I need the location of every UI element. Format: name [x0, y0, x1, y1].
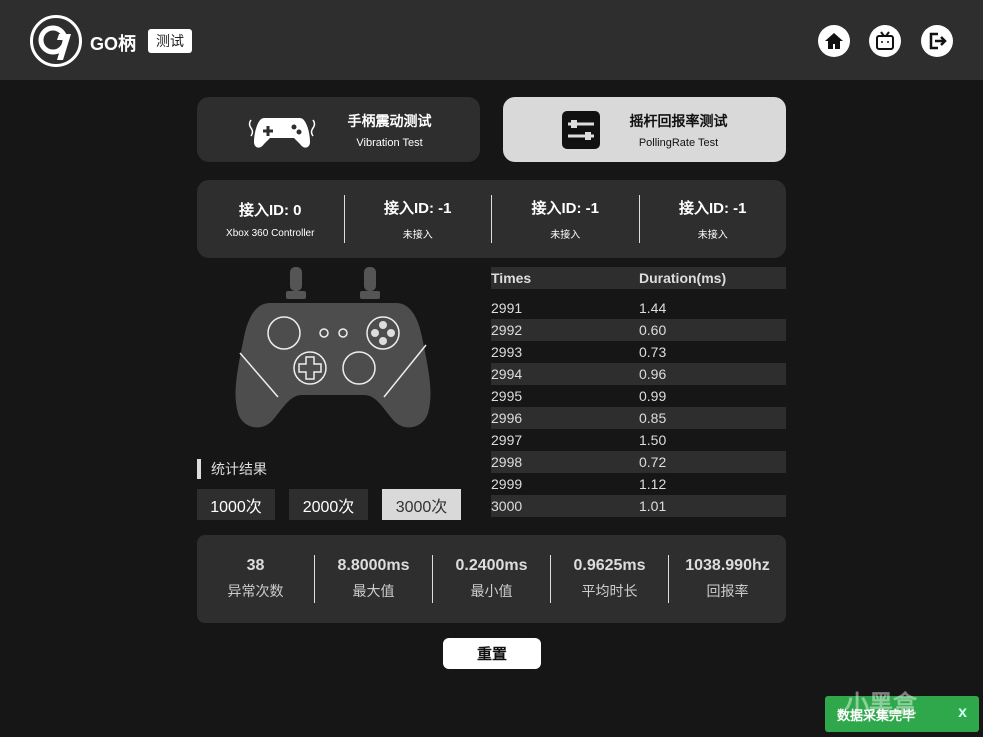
table-row: 2998 0.72 [491, 451, 786, 473]
table-row: 2992 0.60 [491, 319, 786, 341]
controller-slot[interactable]: 接入ID: 0 Xbox 360 Controller [197, 195, 344, 243]
stat-value: 1038.990hz [685, 557, 770, 574]
slot-label: 接入ID: -1 [678, 200, 747, 217]
watermark: 小黑盒 [845, 691, 917, 718]
times-cell: 2999 [491, 476, 523, 492]
stats-panel: 38 异常次数 8.8000ms 最大值 0.2400ms 最小值 0.9625ms 平… [197, 535, 786, 623]
table-row: 2993 0.73 [491, 341, 786, 363]
duration-cell: 0.72 [639, 451, 786, 473]
count-3000-button[interactable]: 3000次 [382, 489, 461, 520]
stat-min: 0.2400ms 最小值 [432, 555, 550, 603]
polling-table: Times Duration(ms) 2991 1.44 2992 0.60 2993 0.… [491, 267, 786, 517]
stat-label: 最大值 [352, 583, 395, 599]
table-row: 3000 1.01 [491, 495, 786, 517]
times-cell: 2993 [491, 344, 523, 360]
duration-cell: 0.73 [639, 344, 667, 360]
table-row: 2997 1.50 [491, 429, 786, 451]
stat-value: 0.2400ms [455, 557, 528, 574]
controller-slots: 接入ID: 0 Xbox 360 Controller 接入ID: -1 未接入 接… [197, 180, 786, 258]
close-icon[interactable]: x [958, 704, 967, 721]
times-cell: 2997 [491, 432, 523, 448]
mode-title: 摇杆回报率测试 [629, 112, 728, 129]
table-row: 2999 1.12 [491, 473, 786, 495]
times-cell: 2991 [491, 300, 523, 316]
duration-cell: 1.44 [639, 300, 667, 316]
count-1000-button[interactable]: 1000次 [197, 489, 275, 520]
table-row: 2995 0.99 [491, 385, 786, 407]
toast-message: 数据采集完毕 [837, 707, 916, 723]
column-header: Times [491, 267, 639, 289]
sliders-icon [561, 110, 600, 149]
vibration-test-tab[interactable]: 手柄震动测试 Vibration Test [197, 97, 480, 162]
stats-section-label: 统计结果 [197, 459, 267, 479]
stat-polling-rate: 1038.990hz 回报率 [668, 555, 786, 603]
slot-label: 接入ID: -1 [531, 200, 599, 217]
table-row: 2991 1.44 [491, 297, 786, 319]
logout-icon[interactable] [921, 25, 953, 57]
stat-label: 回报率 [706, 583, 749, 599]
pollingrate-test-tab[interactable]: 摇杆回报率测试 PollingRate Test [503, 97, 786, 162]
slot-label: 接入ID: 0 [238, 202, 302, 219]
duration-cell: 1.50 [639, 432, 667, 448]
toast-notification: 数据采集完毕 x [825, 696, 979, 732]
table-row: 2994 0.96 [491, 363, 786, 385]
stat-average: 0.9625ms 平均时长 [550, 555, 668, 603]
mode-subtitle: Vibration Test [356, 136, 423, 149]
vibrating-gamepad-icon [248, 117, 315, 148]
slot-status: 未接入 [550, 230, 581, 241]
duration-cell: 0.99 [639, 388, 667, 404]
brand-name: GO柄 [90, 34, 137, 54]
duration-cell: 1.01 [639, 495, 786, 517]
times-cell: 2995 [491, 388, 523, 404]
duration-cell: 0.85 [639, 407, 786, 429]
logo [30, 15, 82, 67]
times-cell: 3000 [491, 495, 639, 517]
slot-status: Xbox 360 Controller [226, 228, 315, 239]
slot-label: 接入ID: -1 [383, 200, 452, 217]
stat-max: 8.8000ms 最大值 [314, 555, 432, 603]
mode-title: 手柄震动测试 [347, 112, 432, 129]
bilibili-tv-icon[interactable] [869, 25, 901, 57]
stat-abnormal-count: 38 异常次数 [197, 555, 314, 603]
stat-value: 8.8000ms [337, 557, 410, 574]
controller-diagram [235, 267, 431, 428]
times-cell: 2996 [491, 407, 639, 429]
slot-status: 未接入 [402, 230, 433, 241]
times-cell: 2992 [491, 319, 639, 341]
table-row: 2996 0.85 [491, 407, 786, 429]
column-header: Duration(ms) [639, 267, 786, 289]
slot-status: 未接入 [697, 230, 728, 241]
duration-cell: 0.60 [639, 319, 786, 341]
stat-value: 38 [246, 557, 265, 574]
stat-value: 0.9625ms [573, 557, 646, 574]
stat-label: 异常次数 [227, 583, 284, 599]
controller-slot[interactable]: 接入ID: -1 未接入 [343, 195, 492, 243]
duration-cell: 1.12 [639, 476, 667, 492]
app-header: GO柄 测试 [0, 0, 983, 80]
controller-slot[interactable]: 接入ID: -1 未接入 [638, 195, 787, 243]
reset-button[interactable]: 重置 [443, 638, 541, 669]
duration-cell: 0.96 [639, 363, 786, 385]
mode-subtitle: PollingRate Test [638, 136, 719, 149]
test-tag: 测试 [148, 29, 192, 53]
times-cell: 2994 [491, 363, 639, 385]
stat-label: 平均时长 [581, 583, 638, 599]
times-cell: 2998 [491, 451, 639, 473]
count-2000-button[interactable]: 2000次 [289, 489, 368, 520]
controller-slot[interactable]: 接入ID: -1 未接入 [491, 195, 639, 243]
home-icon[interactable] [818, 25, 850, 57]
stat-label: 最小值 [470, 583, 513, 599]
